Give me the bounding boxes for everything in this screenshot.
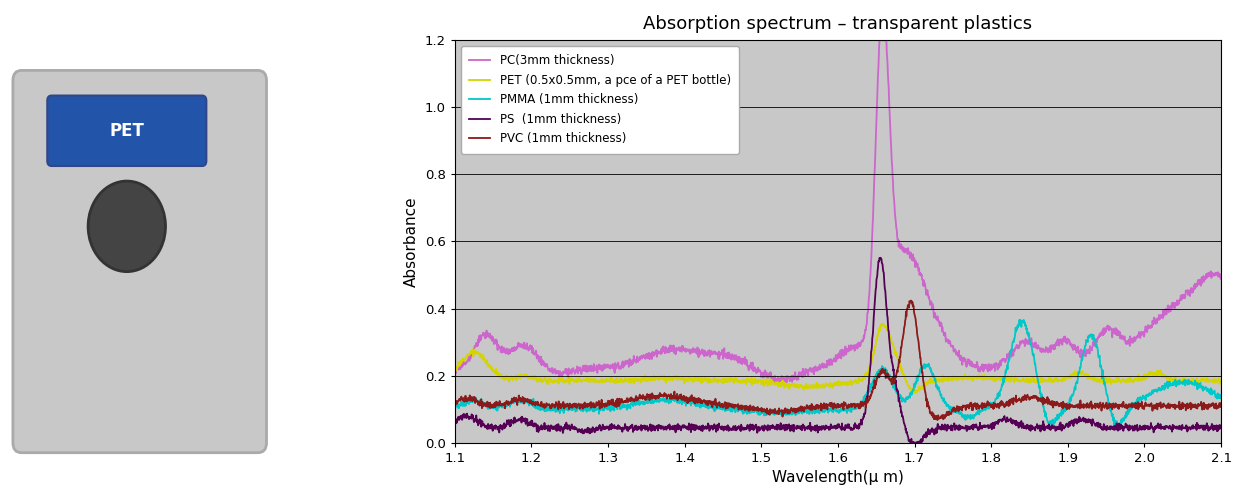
PMMA (1mm thickness) (1042, 424, 1057, 430)
PVC (1mm thickness) (903, 297, 918, 303)
Line: PMMA (1mm thickness): PMMA (1mm thickness) (455, 320, 1221, 427)
PVC (1mm thickness) (800, 402, 815, 408)
PMMA (1mm thickness) (1012, 317, 1027, 323)
Line: PVC (1mm thickness): PVC (1mm thickness) (455, 300, 1221, 420)
PVC (1mm thickness) (1191, 402, 1206, 408)
PC(3mm thickness) (1052, 342, 1067, 348)
PC(3mm thickness) (486, 341, 501, 347)
PET (0.5x0.5mm, a pce of a PET bottle) (820, 383, 835, 389)
PC(3mm thickness) (800, 370, 815, 376)
Text: PET: PET (110, 122, 145, 140)
PS  (1mm thickness) (1191, 426, 1206, 432)
Y-axis label: Absorbance: Absorbance (404, 196, 419, 287)
PS  (1mm thickness) (873, 255, 888, 261)
PC(3mm thickness) (872, 37, 887, 43)
PC(3mm thickness) (1191, 281, 1206, 287)
PET (0.5x0.5mm, a pce of a PET bottle) (1192, 379, 1207, 385)
PS  (1mm thickness) (1052, 426, 1067, 432)
PC(3mm thickness) (1192, 277, 1207, 283)
PMMA (1mm thickness) (1214, 395, 1229, 401)
PET (0.5x0.5mm, a pce of a PET bottle) (800, 384, 815, 390)
PS  (1mm thickness) (486, 424, 501, 430)
PMMA (1mm thickness) (486, 405, 501, 411)
FancyBboxPatch shape (12, 70, 267, 453)
PMMA (1mm thickness) (800, 410, 815, 416)
PMMA (1mm thickness) (1052, 414, 1067, 420)
PS  (1mm thickness) (902, 440, 917, 446)
PET (0.5x0.5mm, a pce of a PET bottle) (907, 390, 922, 396)
PMMA (1mm thickness) (1191, 381, 1206, 387)
PVC (1mm thickness) (930, 417, 944, 423)
PVC (1mm thickness) (1214, 400, 1229, 406)
PVC (1mm thickness) (486, 402, 501, 408)
PMMA (1mm thickness) (1192, 384, 1207, 390)
FancyBboxPatch shape (47, 96, 207, 166)
PS  (1mm thickness) (820, 424, 835, 430)
PVC (1mm thickness) (820, 406, 835, 412)
PET (0.5x0.5mm, a pce of a PET bottle) (875, 321, 890, 327)
PET (0.5x0.5mm, a pce of a PET bottle) (1052, 377, 1067, 383)
PC(3mm thickness) (820, 361, 835, 367)
PVC (1mm thickness) (1052, 403, 1067, 409)
Line: PC(3mm thickness): PC(3mm thickness) (455, 40, 1221, 384)
PET (0.5x0.5mm, a pce of a PET bottle) (1214, 378, 1229, 384)
PS  (1mm thickness) (1192, 423, 1207, 429)
Legend: PC(3mm thickness), PET (0.5x0.5mm, a pce of a PET bottle), PMMA (1mm thickness),: PC(3mm thickness), PET (0.5x0.5mm, a pce… (461, 46, 739, 153)
PC(3mm thickness) (447, 362, 462, 368)
Line: PS  (1mm thickness): PS (1mm thickness) (455, 258, 1221, 443)
PET (0.5x0.5mm, a pce of a PET bottle) (486, 368, 501, 374)
PET (0.5x0.5mm, a pce of a PET bottle) (447, 366, 462, 372)
PS  (1mm thickness) (447, 415, 462, 422)
PVC (1mm thickness) (1192, 402, 1207, 408)
PVC (1mm thickness) (447, 399, 462, 405)
PC(3mm thickness) (768, 381, 782, 387)
Title: Absorption spectrum – transparent plastics: Absorption spectrum – transparent plasti… (643, 15, 1033, 33)
PET (0.5x0.5mm, a pce of a PET bottle) (1191, 378, 1206, 384)
Circle shape (88, 181, 166, 272)
PMMA (1mm thickness) (820, 407, 835, 413)
PS  (1mm thickness) (1214, 423, 1229, 429)
X-axis label: Wavelength(μ m): Wavelength(μ m) (773, 470, 903, 485)
PS  (1mm thickness) (800, 424, 815, 430)
PC(3mm thickness) (1214, 275, 1229, 281)
Line: PET (0.5x0.5mm, a pce of a PET bottle): PET (0.5x0.5mm, a pce of a PET bottle) (455, 324, 1221, 393)
PMMA (1mm thickness) (447, 405, 462, 411)
